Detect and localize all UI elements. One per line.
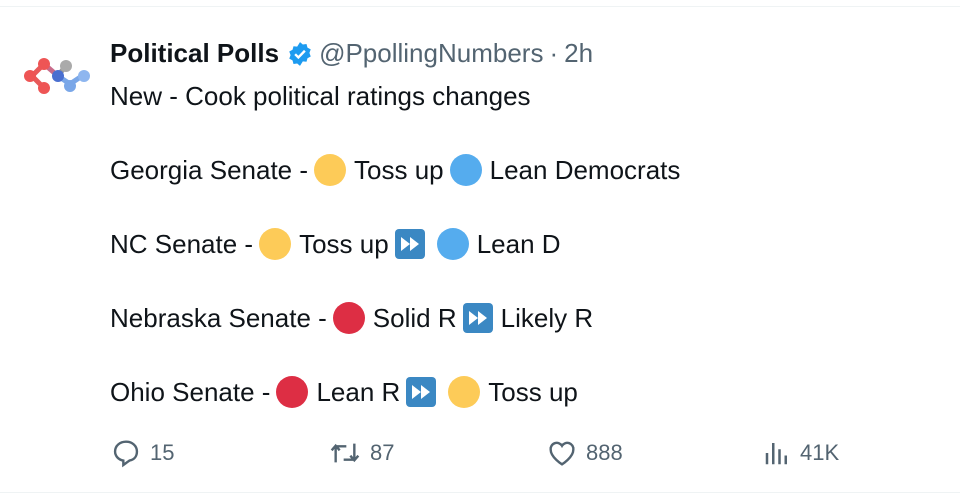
action-bar: 15 87 888 41K bbox=[0, 436, 960, 470]
avatar[interactable] bbox=[20, 44, 94, 108]
author-handle[interactable]: @PpollingNumbers bbox=[319, 38, 544, 68]
view-count: 41K bbox=[800, 440, 840, 465]
line-text: Toss up bbox=[354, 154, 444, 185]
speech-bubble-icon bbox=[113, 440, 139, 468]
circle-emoji-icon bbox=[314, 154, 347, 186]
circle-emoji-icon bbox=[449, 154, 482, 186]
like-button[interactable]: 888 bbox=[546, 436, 623, 470]
fast-forward-icon bbox=[406, 377, 437, 407]
reply-button[interactable]: 15 bbox=[110, 436, 174, 470]
timestamp[interactable]: 2h bbox=[564, 38, 594, 68]
circle-emoji-icon bbox=[276, 376, 309, 408]
line-text: Toss up bbox=[299, 228, 389, 259]
views-button[interactable]: 41K bbox=[762, 436, 839, 470]
line-text: Lean D bbox=[476, 228, 561, 259]
separator: · bbox=[549, 38, 559, 68]
fast-forward-icon bbox=[462, 303, 493, 333]
line-text: Georgia Senate - bbox=[110, 154, 309, 185]
author-name[interactable]: Political Polls bbox=[110, 38, 280, 68]
like-count: 888 bbox=[586, 440, 623, 465]
circle-emoji-icon bbox=[259, 228, 292, 260]
circle-emoji-icon bbox=[448, 376, 481, 408]
tweet-header: Political Polls @PpollingNumbers · 2h bbox=[110, 38, 593, 69]
bar-chart-icon bbox=[765, 443, 787, 465]
line-text: Lean R bbox=[316, 376, 401, 407]
divider bbox=[0, 6, 960, 7]
tweet-line: NC Senate - Toss up Lean D bbox=[110, 227, 561, 261]
line-text: Solid R bbox=[372, 302, 457, 333]
tweet-line: New - Cook political ratings changes bbox=[110, 79, 531, 113]
line-text: Toss up bbox=[488, 376, 578, 407]
line-text: Ohio Senate - bbox=[110, 376, 271, 407]
heart-icon bbox=[549, 441, 575, 466]
line-text: NC Senate - bbox=[110, 228, 254, 259]
line-text: New - Cook political ratings changes bbox=[110, 80, 531, 111]
line-text: Lean Democrats bbox=[489, 154, 681, 185]
repost-icon bbox=[330, 443, 360, 463]
tweet-line: Ohio Senate - Lean R Toss up bbox=[110, 375, 578, 409]
fast-forward-icon bbox=[394, 229, 425, 259]
reply-count: 15 bbox=[150, 440, 175, 465]
divider bbox=[0, 492, 960, 493]
circle-emoji-icon bbox=[332, 302, 365, 334]
line-text: Likely R bbox=[500, 302, 594, 333]
verified-badge-icon bbox=[289, 41, 311, 66]
tweet-line: Nebraska Senate - Solid R Likely R bbox=[110, 301, 593, 335]
repost-button[interactable]: 87 bbox=[328, 436, 394, 470]
tweet-line: Georgia Senate - Toss up Lean Democrats bbox=[110, 153, 680, 187]
line-text: Nebraska Senate - bbox=[110, 302, 327, 333]
repost-count: 87 bbox=[370, 440, 395, 465]
circle-emoji-icon bbox=[436, 228, 469, 260]
